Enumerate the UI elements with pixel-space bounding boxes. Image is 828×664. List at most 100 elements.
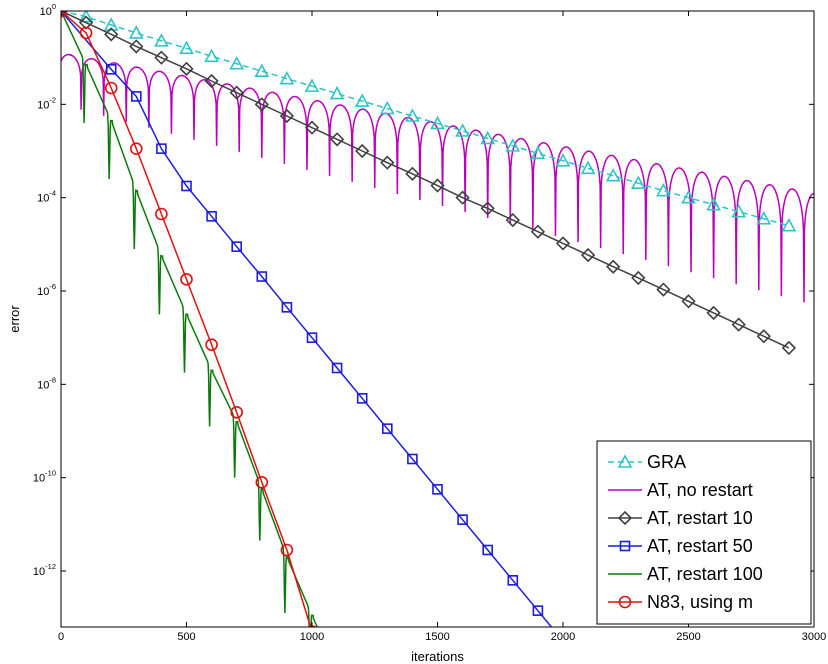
y-tick-label: 100: [40, 2, 56, 18]
data-point-at-restart-10: [129, 39, 144, 54]
data-point-at-restart-10: [656, 282, 671, 297]
data-point-at-restart-50: [281, 302, 293, 313]
data-point-gra: [405, 108, 420, 122]
y-tick-base: 10: [37, 99, 49, 111]
data-point-n83-using-m: [280, 543, 294, 557]
y-tick-base: 10: [37, 379, 49, 391]
legend-entry-gra: GRA: [608, 452, 686, 472]
data-point-at-restart-10: [631, 270, 646, 286]
data-point-gra: [179, 40, 194, 55]
data-point-n83-using-m: [155, 207, 168, 221]
data-point-at-restart-10: [781, 340, 797, 356]
data-point-gra: [580, 160, 596, 175]
data-point-at-restart-50: [105, 64, 117, 75]
series-layer: [61, 11, 814, 627]
data-point-n83-using-m: [230, 406, 243, 419]
y-tick-base: 10: [37, 286, 49, 298]
ticks-layer: 0 500 1000 1500 2000 2500 300010010-210-410-61…: [33, 2, 826, 643]
y-tick-label: 10-4: [37, 189, 56, 205]
series-n83-using-m: [61, 11, 317, 627]
legend-marker-n83-using-m: [618, 595, 632, 609]
y-tick-exponent: -4: [49, 189, 56, 198]
data-point-n83-using-m: [205, 338, 218, 351]
data-point-gra: [756, 210, 772, 225]
legend: GRA AT, no restart AT, restart 10 AT, resta…: [596, 440, 812, 625]
y-tick-label: 10-6: [37, 282, 56, 298]
data-point-at-restart-10: [154, 50, 169, 65]
legend-entry-n83-using-m: N83, using m: [608, 592, 753, 612]
data-point-gra: [706, 196, 721, 211]
x-tick-label: 3000: [802, 631, 826, 643]
data-point-at-restart-10: [204, 73, 219, 89]
legend-entry-at-restart-50: AT, restart 50: [608, 536, 753, 556]
legend-label-at-restart-50: AT, restart 50: [647, 536, 753, 556]
data-point-at-restart-50: [331, 362, 343, 374]
y-tick-exponent: -10: [45, 469, 56, 478]
data-point-at-restart-50: [131, 91, 142, 102]
data-point-gra: [329, 85, 345, 100]
data-point-gra: [78, 11, 94, 23]
x-tick-label: 2500: [676, 631, 700, 643]
x-tick-label: 1000: [300, 631, 324, 643]
data-point-gra: [681, 189, 696, 204]
data-point-n83-using-m: [255, 476, 269, 489]
data-point-n83-using-m: [130, 142, 143, 155]
data-point-at-restart-50: [356, 393, 368, 404]
data-point-gra: [530, 145, 546, 160]
data-point-gra: [630, 175, 646, 189]
legend-marker-at-restart-50: [619, 540, 631, 552]
legend-label-gra: GRA: [647, 452, 686, 472]
legend-label-at-restart-100: AT, restart 100: [647, 564, 763, 584]
y-tick-base: 10: [33, 566, 45, 578]
data-point-at-restart-50: [256, 271, 268, 282]
data-point-gra: [154, 33, 169, 47]
data-point-gra: [480, 130, 496, 145]
data-point-gra: [505, 138, 521, 152]
series-gra: [61, 11, 797, 232]
data-point-at-restart-50: [306, 332, 318, 343]
data-point-gra: [204, 48, 219, 63]
data-point-at-restart-50: [181, 180, 192, 192]
data-point-at-restart-10: [430, 178, 445, 193]
data-point-at-restart-50: [231, 241, 242, 252]
data-point-at-restart-50: [432, 484, 443, 495]
legend-entry-at-no-restart: AT, no restart: [608, 480, 753, 500]
data-point-gra: [229, 56, 245, 70]
legend-label-at-no-restart: AT, no restart: [647, 480, 753, 500]
y-tick-exponent: -8: [49, 375, 56, 384]
data-point-at-restart-50: [407, 453, 418, 465]
x-tick-label: 500: [177, 631, 195, 643]
series-line-n83-using-m: [61, 11, 312, 627]
legend-marker-gra: [617, 454, 633, 468]
legend-entry-at-restart-10: AT, restart 10: [608, 508, 753, 528]
data-point-n83-using-m: [180, 273, 193, 286]
data-point-gra: [279, 70, 295, 85]
y-tick-base: 10: [40, 6, 52, 18]
data-point-gra: [656, 182, 671, 197]
series-line-at-restart-50: [61, 11, 553, 627]
data-point-n83-using-m: [79, 26, 93, 40]
data-point-gra: [605, 168, 621, 182]
data-point-at-restart-50: [457, 514, 468, 525]
legend-marker-at-restart-10: [617, 510, 633, 526]
data-point-gra: [781, 217, 797, 232]
legend-entry-at-restart-100: AT, restart 100: [608, 564, 763, 584]
data-point-at-restart-10: [229, 85, 244, 100]
data-point-at-restart-50: [156, 143, 167, 154]
x-tick-label: 2000: [551, 631, 575, 643]
data-point-at-restart-10: [480, 201, 495, 216]
y-tick-label: 10-10: [33, 469, 56, 485]
series-at-restart-10: [61, 11, 797, 356]
data-point-gra: [379, 100, 395, 115]
data-point-at-restart-10: [706, 305, 721, 321]
data-point-at-restart-50: [532, 605, 544, 616]
x-tick-label: 1500: [425, 631, 449, 643]
y-tick-exponent: -2: [49, 95, 56, 104]
data-point-gra: [354, 93, 370, 107]
data-point-at-restart-10: [731, 317, 746, 332]
data-point-at-restart-10: [179, 61, 194, 76]
data-point-at-restart-50: [482, 544, 494, 556]
data-point-at-restart-10: [279, 108, 295, 124]
data-point-at-restart-10: [580, 247, 596, 263]
